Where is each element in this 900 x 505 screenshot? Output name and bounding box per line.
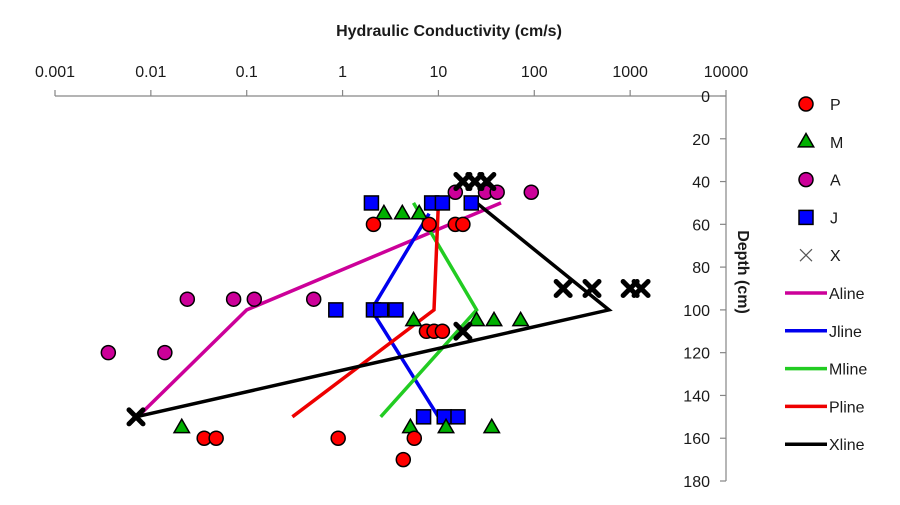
line-aline (136, 201, 502, 419)
legend-item-mline: Mline (785, 362, 867, 379)
legend-label: A (830, 173, 841, 190)
point-p (421, 216, 437, 233)
point-m (172, 417, 191, 434)
legend-item-jline: Jline (785, 324, 862, 341)
line-pline (291, 202, 441, 419)
point-p (434, 323, 451, 340)
point-p (455, 216, 471, 233)
line-mline (379, 202, 479, 418)
point-m (401, 417, 420, 434)
x-tick-label: 1 (338, 64, 347, 81)
point-p (395, 451, 412, 468)
series-x-points (126, 172, 651, 427)
legend-circle-icon (798, 171, 814, 188)
point-x (477, 172, 497, 192)
legend-item-j: J (798, 209, 838, 227)
y-tick-label: 160 (683, 431, 710, 448)
legend-item-a: A (798, 171, 841, 190)
legend-item-p: P (798, 96, 841, 114)
point-x (553, 279, 573, 298)
point-a (523, 184, 540, 200)
legend-item-x: X (799, 248, 841, 265)
point-m (511, 310, 530, 327)
point-p (406, 430, 423, 446)
legend-triangle-icon (796, 132, 816, 148)
x-tick-label: 0.1 (236, 64, 258, 81)
y-tick-label: 100 (683, 303, 710, 320)
point-a (246, 291, 263, 307)
point-x (453, 321, 473, 341)
x-axis-title: Hydraulic Conductivity (cm/s) (336, 23, 562, 40)
point-m (410, 203, 429, 220)
legend-item-m: M (796, 132, 843, 152)
legend: P M A J X Aline Jline Mline Pline Xline (785, 96, 867, 454)
point-j (415, 409, 432, 425)
y-tick-label: 80 (692, 260, 710, 277)
y-tick-label: 140 (683, 388, 710, 405)
legend-label: Jline (829, 324, 862, 341)
series-j-points (328, 195, 480, 425)
y-tick-label: 40 (692, 175, 710, 192)
point-a (179, 291, 196, 307)
legend-label: J (830, 210, 838, 227)
legend-label: Aline (829, 286, 865, 303)
legend-square-icon (798, 209, 814, 226)
point-m (393, 203, 412, 220)
point-a (157, 344, 173, 361)
y-tick-label: 20 (692, 132, 710, 149)
point-m (467, 310, 486, 327)
x-tick-label: 0.001 (35, 64, 75, 81)
point-m (482, 417, 501, 434)
series-p-points (196, 216, 471, 468)
legend-label: Mline (829, 362, 867, 379)
legend-label: Xline (829, 437, 865, 454)
x-tick-label: 0.01 (135, 64, 166, 81)
legend-label: P (830, 97, 841, 114)
point-m (437, 417, 456, 434)
legend-item-xline: Xline (785, 437, 865, 454)
legend-item-pline: Pline (785, 399, 865, 416)
x-tick-label: 10 (430, 64, 448, 81)
point-p (365, 216, 382, 233)
point-p (330, 430, 346, 446)
point-j (450, 409, 466, 425)
y-tick-label: 180 (683, 474, 710, 491)
y-tick-label: 120 (683, 346, 710, 363)
point-m (374, 203, 393, 220)
point-a (305, 291, 322, 307)
point-j (463, 195, 480, 211)
x-tick-label: 1000 (612, 64, 648, 81)
legend-item-aline: Aline (785, 286, 865, 303)
legend-label: X (830, 248, 841, 265)
legend-label: M (830, 135, 843, 152)
point-x (631, 279, 651, 298)
point-m (404, 310, 423, 327)
point-j (388, 302, 404, 318)
series-m-points (172, 203, 530, 434)
point-m (485, 310, 504, 327)
y-tick-label: 60 (692, 217, 710, 234)
legend-label: Pline (829, 399, 865, 416)
y-tick-label: 0 (701, 89, 710, 106)
point-a (100, 344, 117, 361)
series-a-points (100, 184, 540, 361)
point-j (434, 195, 451, 211)
point-j (372, 302, 389, 318)
x-axis: 0.001 0.01 0.1 1 10 100 1000 10000 (35, 64, 749, 97)
legend-x-icon (799, 248, 813, 262)
point-x (126, 407, 146, 427)
point-j (363, 195, 380, 211)
y-axis-title: Depth (cm) (734, 230, 751, 314)
legend-circle-icon (798, 96, 814, 112)
point-x (582, 279, 602, 298)
point-j (328, 302, 344, 318)
x-tick-label: 10000 (704, 64, 749, 81)
line-xline (135, 201, 613, 419)
series-markers (100, 172, 651, 468)
point-p (208, 430, 224, 446)
y-axis: 0 20 40 60 80 100 120 140 160 180 (683, 89, 727, 491)
point-a (225, 291, 242, 307)
x-tick-label: 100 (521, 64, 548, 81)
